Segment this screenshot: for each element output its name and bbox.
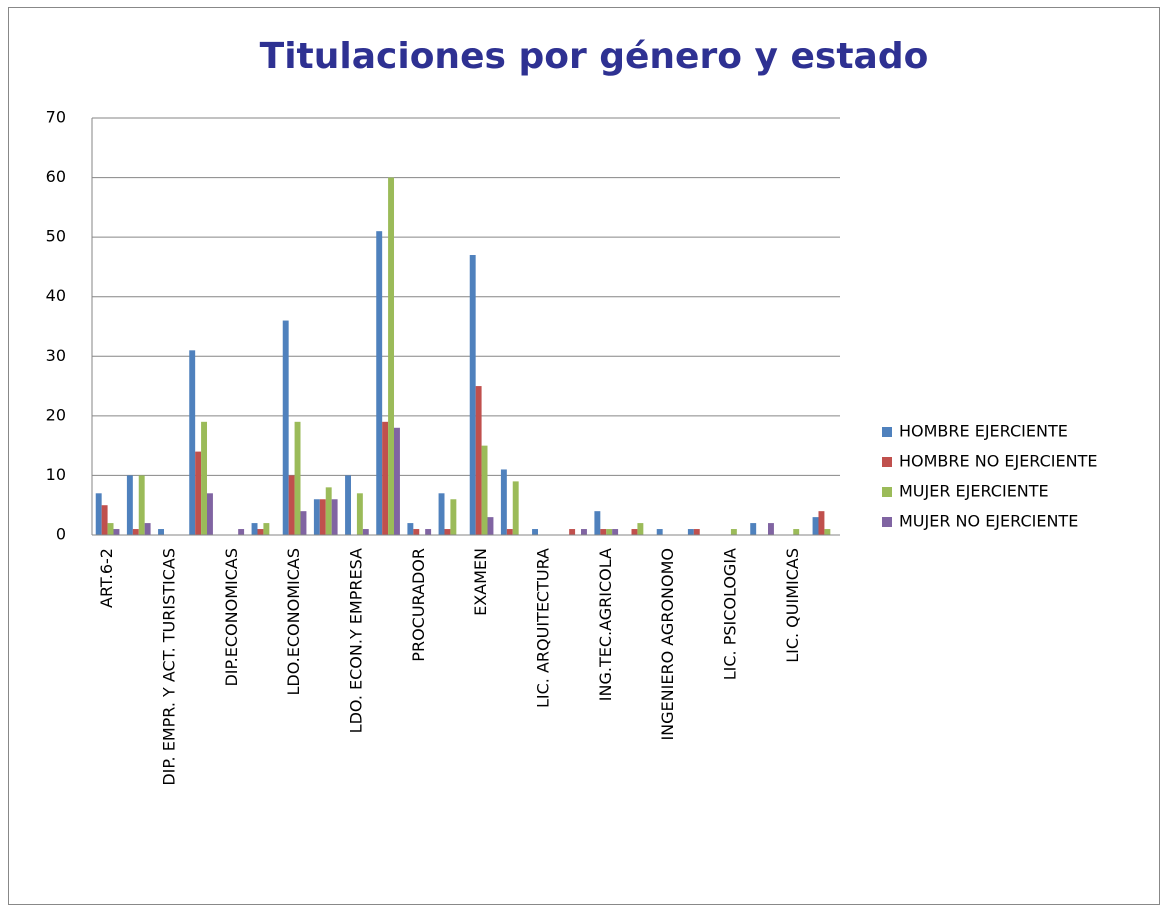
bar (481, 445, 488, 535)
bar (382, 421, 389, 535)
bar (325, 487, 332, 535)
bar (294, 421, 301, 535)
chart-title: Titulaciones por género y estado (260, 36, 929, 77)
bar (144, 523, 151, 535)
legend-label: MUJER EJERCIENTE (899, 482, 1049, 501)
bar (189, 350, 196, 535)
bar (238, 529, 245, 535)
bar (313, 499, 320, 535)
bar (637, 523, 644, 535)
bar (413, 529, 420, 535)
bar (812, 517, 819, 535)
bar (793, 529, 800, 535)
x-tick-label: LDO. ECON.Y EMPRESA (346, 548, 365, 733)
x-tick-label: EXAMEN (471, 548, 490, 616)
bar (388, 177, 395, 536)
bar (824, 529, 831, 535)
bar (132, 529, 139, 535)
y-tick-label: 40 (46, 286, 66, 305)
bar (450, 499, 457, 535)
bar (282, 320, 289, 535)
y-tick-label: 50 (46, 227, 66, 246)
legend-label: HOMBRE EJERCIENTE (899, 422, 1068, 441)
bar (362, 529, 369, 535)
y-tick-label: 30 (46, 346, 66, 365)
y-tick-label: 20 (46, 405, 66, 424)
bar (444, 529, 451, 535)
y-tick-label: 10 (46, 465, 66, 484)
legend-label: MUJER NO EJERCIENTE (899, 512, 1078, 531)
bar (319, 499, 326, 535)
legend-swatch (882, 427, 892, 437)
x-tick-label: ING.TEC.AGRICOLA (596, 548, 615, 701)
bar (581, 529, 587, 535)
bar (512, 481, 519, 535)
bar (730, 529, 737, 535)
bar (594, 511, 601, 535)
bar (656, 529, 663, 535)
bar (113, 529, 120, 535)
bar (631, 529, 638, 535)
bar (101, 505, 108, 535)
bar (425, 529, 432, 535)
bar (750, 523, 757, 535)
x-tick-label: INGENIERO AGRONOMO (658, 548, 677, 741)
bar (95, 493, 102, 535)
bar (288, 475, 295, 535)
legend-label: HOMBRE NO EJERCIENTE (899, 452, 1097, 471)
legend-swatch (882, 517, 892, 527)
bar (506, 529, 513, 535)
bar (345, 475, 351, 535)
bar (158, 529, 164, 535)
bar (500, 469, 507, 535)
x-tick-label: LIC. PSICOLOGIA (720, 548, 739, 680)
bar (257, 529, 264, 535)
x-tick-label: PROCURADOR (409, 548, 428, 662)
bar (251, 523, 258, 535)
bar (532, 529, 538, 535)
bar (569, 529, 576, 535)
bar (201, 421, 208, 535)
bar (687, 529, 694, 535)
bar (107, 523, 114, 535)
bar (612, 529, 619, 535)
y-tick-label: 0 (56, 525, 66, 544)
bar (818, 511, 825, 535)
bar (606, 529, 613, 535)
bar (300, 511, 307, 535)
x-tick-label: LIC. QUIMICAS (783, 548, 802, 663)
bar (768, 523, 774, 535)
bar (126, 475, 133, 535)
x-tick-label: LDO.ECONOMICAS (284, 548, 303, 696)
bar (376, 231, 383, 535)
x-tick-label: ART.6-2 (97, 548, 116, 608)
bar (138, 475, 145, 535)
x-tick-label: DIP. EMPR. Y ACT. TURISTICAS (159, 548, 178, 786)
bar (394, 427, 400, 535)
y-tick-label: 60 (46, 167, 66, 186)
bar (487, 517, 494, 535)
bar (693, 529, 700, 535)
bar (407, 523, 414, 535)
bar (475, 386, 482, 535)
bar (331, 499, 338, 535)
bar (263, 523, 270, 535)
y-tick-label: 70 (46, 108, 66, 127)
legend-swatch (882, 457, 892, 467)
bar (600, 529, 607, 535)
bar (469, 255, 476, 535)
bar (438, 493, 445, 535)
bar (195, 451, 202, 535)
x-tick-label: LIC. ARQUITECTURA (533, 548, 552, 708)
x-tick-label: DIP.ECONOMICAS (222, 548, 241, 687)
bar (207, 493, 213, 535)
legend-swatch (882, 487, 892, 497)
bar (356, 493, 363, 535)
